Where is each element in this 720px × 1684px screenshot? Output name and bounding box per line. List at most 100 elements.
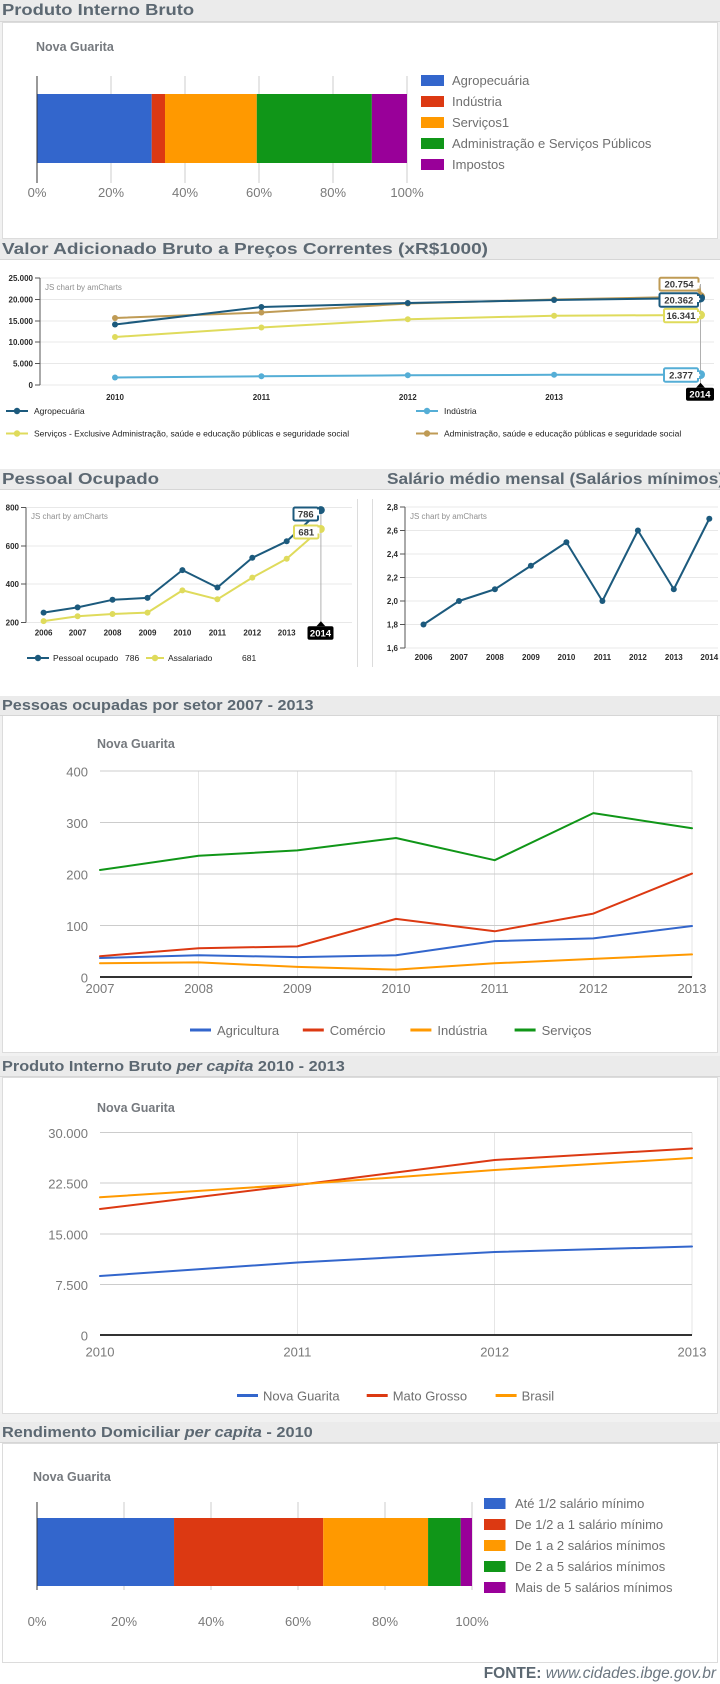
svg-text:2011: 2011 <box>481 981 509 996</box>
svg-text:0%: 0% <box>28 185 47 200</box>
svg-text:681: 681 <box>298 528 315 539</box>
svg-text:600: 600 <box>6 542 20 551</box>
svg-text:Administração, saúde e educaçã: Administração, saúde e educação públicas… <box>444 429 681 439</box>
svg-text:Nova Guarita: Nova Guarita <box>263 1389 340 1404</box>
svg-text:2014: 2014 <box>689 389 711 400</box>
svg-text:100%: 100% <box>455 1614 489 1629</box>
svg-text:300: 300 <box>66 816 88 831</box>
svg-text:Agropecuária: Agropecuária <box>452 73 530 88</box>
svg-text:15.000: 15.000 <box>48 1227 88 1242</box>
svg-text:2,6: 2,6 <box>387 527 399 536</box>
svg-text:2013: 2013 <box>678 981 707 996</box>
svg-text:786: 786 <box>125 653 139 663</box>
svg-text:60%: 60% <box>285 1614 311 1629</box>
svg-text:200: 200 <box>66 868 88 883</box>
svg-text:20.754: 20.754 <box>664 280 694 291</box>
svg-text:Nova Guarita: Nova Guarita <box>97 737 176 751</box>
svg-text:JS chart by amCharts: JS chart by amCharts <box>410 512 487 521</box>
svg-text:Serviços: Serviços <box>542 1023 592 1038</box>
svg-text:2010: 2010 <box>382 981 411 996</box>
svg-text:2009: 2009 <box>283 981 312 996</box>
svg-text:15.000: 15.000 <box>9 317 34 326</box>
svg-text:2012: 2012 <box>629 653 647 662</box>
svg-text:2.377: 2.377 <box>669 371 693 382</box>
svg-text:2010: 2010 <box>174 629 192 638</box>
svg-text:2014: 2014 <box>700 653 718 662</box>
svg-text:De 1 a 2 salários mínimos: De 1 a 2 salários mínimos <box>515 1538 666 1553</box>
svg-text:2009: 2009 <box>522 653 540 662</box>
svg-text:20%: 20% <box>111 1614 137 1629</box>
svg-text:Administração e Serviços Públi: Administração e Serviços Públicos <box>452 136 652 151</box>
svg-text:Indústria: Indústria <box>452 94 503 109</box>
svg-text:0: 0 <box>81 971 88 986</box>
svg-text:Brasil: Brasil <box>522 1389 555 1404</box>
svg-text:2012: 2012 <box>579 981 608 996</box>
svg-text:2,0: 2,0 <box>387 597 399 606</box>
svg-text:20%: 20% <box>98 185 124 200</box>
svg-text:2,4: 2,4 <box>387 550 399 559</box>
svg-text:Nova Guarita: Nova Guarita <box>97 1101 176 1115</box>
svg-text:100: 100 <box>66 919 88 934</box>
svg-text:22.500: 22.500 <box>48 1177 88 1192</box>
svg-text:2006: 2006 <box>35 629 53 638</box>
svg-text:2013: 2013 <box>678 1345 707 1360</box>
svg-text:2010: 2010 <box>558 653 576 662</box>
svg-text:JS chart by amCharts: JS chart by amCharts <box>31 512 108 521</box>
svg-text:Agricultura: Agricultura <box>217 1023 280 1038</box>
svg-text:2014: 2014 <box>310 628 332 639</box>
svg-text:2008: 2008 <box>184 981 213 996</box>
svg-text:2009: 2009 <box>139 629 157 638</box>
svg-text:10.000: 10.000 <box>9 338 34 347</box>
svg-text:Agropecuária: Agropecuária <box>34 406 85 416</box>
svg-text:De 2 a 5 salários mínimos: De 2 a 5 salários mínimos <box>515 1559 666 1574</box>
svg-text:2007: 2007 <box>86 981 115 996</box>
svg-text:16.341: 16.341 <box>666 311 696 322</box>
svg-text:Indústria: Indústria <box>437 1023 488 1038</box>
svg-text:20.000: 20.000 <box>9 295 34 304</box>
svg-text:800: 800 <box>6 504 20 513</box>
svg-text:40%: 40% <box>198 1614 224 1629</box>
svg-text:5.000: 5.000 <box>13 360 34 369</box>
svg-text:2010: 2010 <box>106 393 124 402</box>
svg-text:2011: 2011 <box>209 629 227 638</box>
svg-text:Assalariado: Assalariado <box>168 653 213 663</box>
svg-text:2008: 2008 <box>486 653 504 662</box>
svg-text:Impostos: Impostos <box>452 157 505 172</box>
svg-text:2,8: 2,8 <box>387 503 399 512</box>
svg-text:20.362: 20.362 <box>664 296 693 307</box>
svg-text:2007: 2007 <box>69 629 87 638</box>
svg-text:2006: 2006 <box>415 653 433 662</box>
svg-text:100%: 100% <box>390 185 424 200</box>
svg-text:0%: 0% <box>28 1614 47 1629</box>
svg-text:Nova Guarita: Nova Guarita <box>33 1470 112 1484</box>
svg-text:2012: 2012 <box>480 1345 509 1360</box>
svg-text:Mais de 5 salários mínimos: Mais de 5 salários mínimos <box>515 1580 673 1595</box>
svg-text:400: 400 <box>6 580 20 589</box>
svg-text:2011: 2011 <box>253 393 271 402</box>
svg-text:681: 681 <box>242 653 256 663</box>
svg-text:1,6: 1,6 <box>387 644 399 653</box>
svg-text:25.000: 25.000 <box>9 274 34 283</box>
svg-text:Pessoal ocupado: Pessoal ocupado <box>53 653 118 663</box>
svg-text:60%: 60% <box>246 185 272 200</box>
svg-text:JS chart by amCharts: JS chart by amCharts <box>45 283 122 292</box>
svg-text:Comércio: Comércio <box>330 1023 386 1038</box>
svg-text:786: 786 <box>298 510 314 521</box>
svg-text:2012: 2012 <box>399 393 417 402</box>
svg-text:2012: 2012 <box>243 629 261 638</box>
svg-text:Nova Guarita: Nova Guarita <box>36 40 115 54</box>
svg-text:Mato Grosso: Mato Grosso <box>393 1389 467 1404</box>
svg-text:Indústria: Indústria <box>444 406 477 416</box>
svg-text:400: 400 <box>66 765 88 780</box>
svg-text:80%: 80% <box>372 1614 398 1629</box>
svg-text:30.000: 30.000 <box>48 1126 88 1141</box>
svg-text:2008: 2008 <box>104 629 122 638</box>
svg-text:2,2: 2,2 <box>387 574 399 583</box>
svg-text:200: 200 <box>6 619 20 628</box>
svg-text:Até 1/2 salário mínimo: Até 1/2 salário mínimo <box>515 1496 644 1511</box>
svg-text:2010: 2010 <box>86 1345 115 1360</box>
svg-text:80%: 80% <box>320 185 346 200</box>
svg-text:2013: 2013 <box>278 629 296 638</box>
svg-text:2013: 2013 <box>545 393 563 402</box>
svg-text:Serviços - Exclusive Administr: Serviços - Exclusive Administração, saúd… <box>34 429 349 439</box>
